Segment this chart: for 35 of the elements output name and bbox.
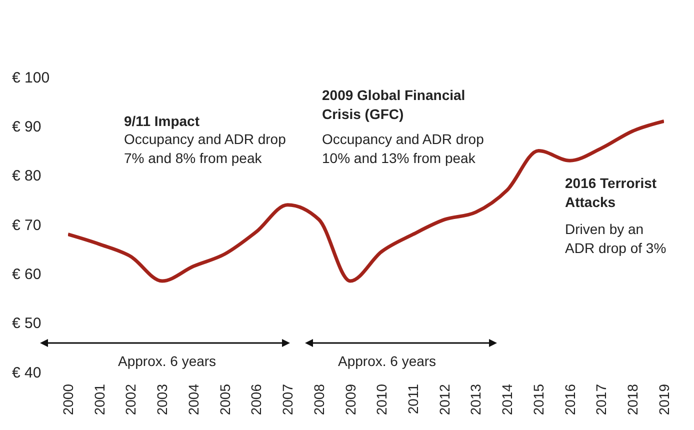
annotation: Approx. 6 years <box>338 352 438 371</box>
x-tick-label: 2000 <box>60 384 76 416</box>
annotation: Approx. 6 years <box>118 352 218 371</box>
x-tick-label: 2010 <box>374 384 390 416</box>
y-tick-label: € 60 <box>12 266 42 283</box>
y-tick-label: € 40 <box>12 364 42 382</box>
x-tick-label: 2011 <box>404 384 421 414</box>
x-tick-label: 2016 <box>562 384 578 416</box>
annotation: Occupancy and ADR drop 7% and 8% from peak <box>124 130 287 168</box>
x-tick-label: 2018 <box>624 384 641 416</box>
annotation: Driven by an ADR drop of 3% <box>565 220 668 258</box>
x-tick-label: 2003 <box>154 384 170 416</box>
x-tick-label: 2013 <box>468 384 484 416</box>
x-tick-label: 2001 <box>91 384 108 416</box>
annotation: 2016 Terrorist Attacks <box>565 174 658 212</box>
x-tick-label: 2017 <box>593 384 610 416</box>
annotation: Occupancy and ADR drop 10% and 13% from peak <box>322 130 485 168</box>
x-tick-label: 2002 <box>122 384 139 416</box>
annotation: 2009 Global Financial Crisis (GFC) <box>322 86 466 124</box>
x-tick-label: 2019 <box>656 384 672 416</box>
y-tick-label: € 70 <box>12 216 42 234</box>
x-tick-label: 2014 <box>499 384 516 416</box>
y-tick-label: € 50 <box>12 315 42 332</box>
x-tick-label: 2007 <box>280 384 296 416</box>
x-tick-label: 2008 <box>310 384 327 416</box>
x-tick-label: 2005 <box>216 384 233 416</box>
x-tick-label: 2006 <box>248 384 264 416</box>
y-tick-label: € 80 <box>12 168 42 185</box>
y-tick-label: € 90 <box>12 118 42 136</box>
x-tick-label: 2009 <box>342 384 358 416</box>
x-tick-label: 2012 <box>436 384 452 416</box>
x-tick-label: 2004 <box>185 384 202 416</box>
y-tick-label: € 100 <box>12 69 50 86</box>
annotation: 9/11 Impact <box>124 112 200 131</box>
x-tick-label: 2015 <box>530 384 546 416</box>
